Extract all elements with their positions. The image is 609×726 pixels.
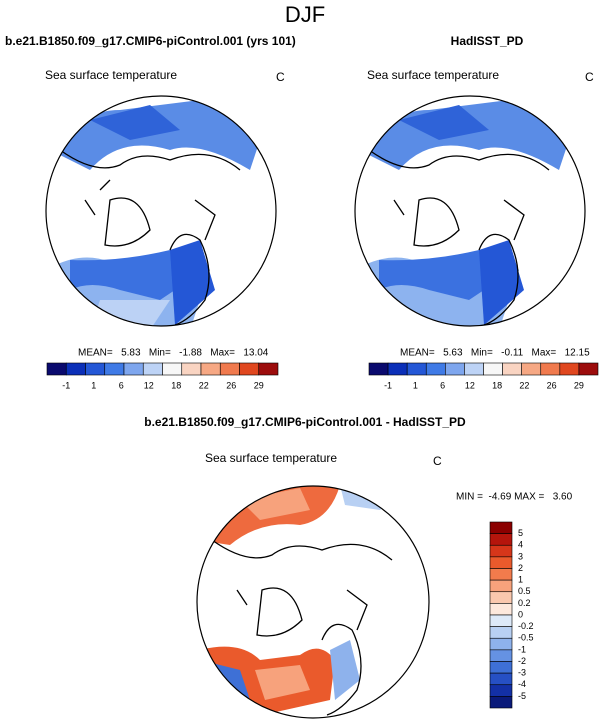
panel-title: b.e21.B1850.f09_g17.CMIP6-piControl.001 …	[144, 415, 466, 429]
colorbar-label: 4	[518, 540, 523, 550]
colorbar-box	[368, 362, 389, 376]
colorbar-label: 26	[226, 380, 236, 390]
colorbar-label: 2	[518, 563, 523, 573]
colorbar-box	[489, 614, 513, 627]
colorbar-label: 18	[492, 380, 502, 390]
colorbar-box	[219, 362, 240, 376]
colorbar-box	[65, 362, 86, 376]
map-border	[354, 95, 586, 327]
colorbar-box	[489, 521, 513, 534]
figure-title: DJF	[285, 2, 325, 27]
units: C	[276, 70, 285, 84]
colorbar-box	[425, 362, 446, 376]
colorbar-label: -4	[518, 679, 526, 689]
colorbar-box	[85, 362, 106, 376]
colorbar-box	[162, 362, 183, 376]
colorbar-box	[489, 556, 513, 569]
colorbar-box	[489, 568, 513, 581]
colorbar-box	[489, 544, 513, 558]
panel-subtitle: Sea surface temperature	[45, 68, 177, 82]
colorbar-box	[200, 362, 221, 376]
stats: MIN = -4.69 MAX = 3.60	[456, 492, 573, 503]
colorbar-box	[387, 362, 408, 376]
panel-subtitle: Sea surface temperature	[205, 451, 337, 465]
stats: MEAN= 5.83 Min= -1.88 Max= 13.04	[78, 348, 269, 359]
stats: MEAN= 5.63 Min= -0.11 Max= 12.15	[400, 348, 590, 359]
map-border	[45, 95, 277, 327]
colorbar-label: 0	[518, 609, 523, 619]
colorbar-box	[104, 362, 125, 376]
colorbar-label: 29	[574, 380, 584, 390]
colorbar-box	[489, 696, 513, 709]
colorbar-box	[239, 362, 260, 376]
colorbar-box	[445, 362, 465, 376]
colorbar-label: 12	[465, 380, 475, 390]
colorbar-label: 22	[199, 380, 209, 390]
colorbar-label: 29	[254, 380, 264, 390]
colorbar-label: 6	[119, 380, 124, 390]
colorbar-label: 6	[440, 380, 445, 390]
colorbar-label: -1	[518, 644, 526, 654]
units: C	[433, 454, 442, 468]
map	[46, 100, 260, 326]
colorbar-box	[489, 626, 513, 639]
colorbar-box	[489, 684, 513, 697]
colorbar-label: -2	[518, 656, 526, 666]
map-border	[196, 485, 430, 719]
colorbar-label: 1	[413, 380, 418, 390]
colorbar: -1 1 6 12 18 22 26 29	[368, 362, 599, 390]
colorbar-box	[258, 362, 279, 376]
colorbar-box	[464, 362, 484, 376]
colorbar-label: -5	[518, 691, 526, 701]
colorbar-box	[123, 362, 144, 376]
colorbar-label: 26	[547, 380, 557, 390]
colorbar-label: 22	[519, 380, 529, 390]
colorbar-box	[46, 362, 67, 376]
colorbar-box	[406, 362, 427, 376]
colorbar-label: 5	[518, 528, 523, 538]
colorbar-box	[489, 649, 513, 662]
colorbar: 5 43 2 10.5 0.20 -0.2 -0.5-1 -2 -3-4 -5	[489, 521, 534, 709]
panel-title: HadISST_PD	[451, 34, 524, 48]
units: C	[585, 70, 594, 84]
colorbar-label: 3	[518, 551, 523, 561]
colorbar-box	[489, 579, 513, 593]
colorbar-box	[502, 362, 522, 376]
panel-subtitle: Sea surface temperature	[367, 68, 499, 82]
map	[197, 486, 400, 718]
colorbar-label: 1	[518, 575, 523, 585]
colorbar-box	[489, 591, 513, 604]
colorbar-label: -1	[384, 380, 392, 390]
colorbar-label: -0.5	[518, 633, 534, 643]
colorbar-label: 0.5	[518, 586, 531, 596]
colorbar-box	[489, 661, 513, 674]
colorbar-box	[181, 362, 202, 376]
colorbar-box	[521, 362, 542, 376]
colorbar-box	[142, 362, 163, 376]
colorbar-box	[578, 362, 599, 376]
map	[355, 100, 569, 326]
colorbar-box	[540, 362, 561, 376]
colorbar-label: -1	[62, 380, 70, 390]
colorbar-box	[559, 362, 580, 376]
colorbar-box	[483, 362, 503, 376]
colorbar-label: 12	[144, 380, 154, 390]
colorbar-label: 0.2	[518, 598, 531, 608]
colorbar-label: -3	[518, 668, 526, 678]
colorbar-box	[489, 533, 513, 546]
colorbar-box	[489, 637, 513, 651]
colorbar-label: -0.2	[518, 621, 534, 631]
panel-title: b.e21.B1850.f09_g17.CMIP6-piControl.001 …	[5, 34, 296, 48]
colorbar-box	[489, 603, 513, 616]
colorbar-box	[489, 672, 513, 686]
colorbar: -1 1 6 12 18 22 26 29	[46, 362, 279, 390]
colorbar-label: 1	[91, 380, 96, 390]
colorbar-label: 18	[171, 380, 181, 390]
